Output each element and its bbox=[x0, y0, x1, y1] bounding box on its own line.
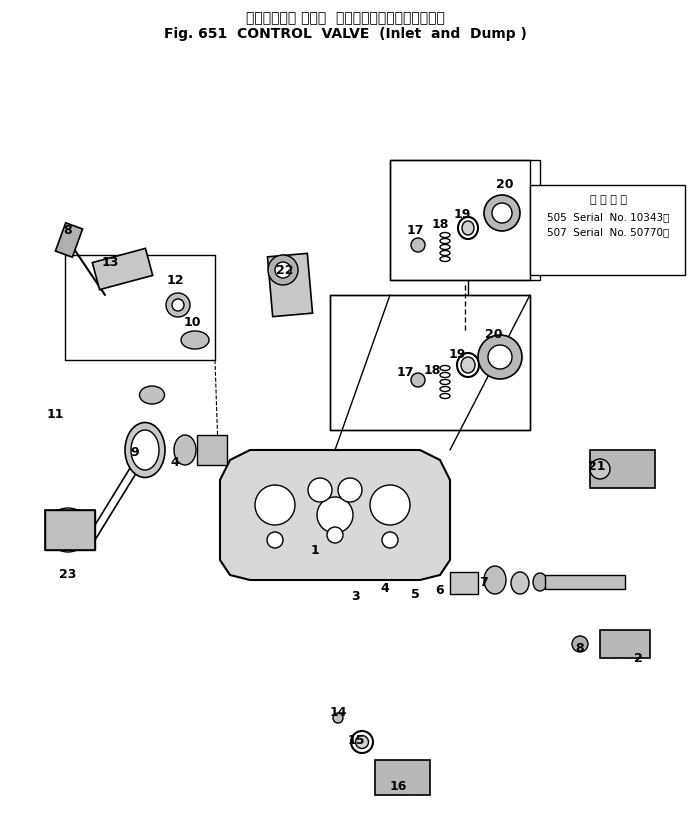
Circle shape bbox=[488, 345, 512, 369]
Text: 8: 8 bbox=[63, 224, 72, 236]
Text: 12: 12 bbox=[166, 274, 184, 286]
Ellipse shape bbox=[351, 731, 373, 753]
Circle shape bbox=[60, 522, 76, 538]
Circle shape bbox=[572, 636, 588, 652]
Circle shape bbox=[333, 713, 343, 723]
Bar bbox=[600, 630, 650, 658]
Text: Fig. 651  CONTROL  VALVE  (Inlet  and  Dump ): Fig. 651 CONTROL VALVE (Inlet and Dump ) bbox=[164, 27, 526, 41]
Ellipse shape bbox=[181, 331, 209, 349]
Bar bbox=[530, 185, 685, 275]
Text: 10: 10 bbox=[184, 316, 201, 330]
Circle shape bbox=[411, 238, 425, 252]
Ellipse shape bbox=[457, 353, 479, 377]
Text: 11: 11 bbox=[46, 408, 63, 422]
Polygon shape bbox=[390, 160, 540, 280]
Circle shape bbox=[590, 459, 610, 479]
Circle shape bbox=[492, 203, 512, 223]
Circle shape bbox=[338, 478, 362, 502]
Polygon shape bbox=[220, 450, 450, 580]
Text: 2: 2 bbox=[633, 651, 642, 665]
Circle shape bbox=[268, 255, 298, 285]
Circle shape bbox=[308, 478, 332, 502]
Bar bbox=[55, 223, 83, 257]
Ellipse shape bbox=[125, 423, 165, 478]
Text: 1: 1 bbox=[310, 544, 319, 556]
Text: 5: 5 bbox=[411, 589, 420, 601]
Ellipse shape bbox=[355, 736, 368, 748]
Circle shape bbox=[317, 497, 353, 533]
Text: 507  Serial  No. 50770～: 507 Serial No. 50770～ bbox=[547, 227, 669, 237]
Circle shape bbox=[166, 293, 190, 317]
Text: 4: 4 bbox=[381, 581, 389, 595]
Text: 13: 13 bbox=[101, 256, 119, 269]
Text: 19: 19 bbox=[453, 209, 471, 221]
Ellipse shape bbox=[131, 430, 159, 470]
Bar bbox=[45, 510, 95, 550]
Text: 3: 3 bbox=[351, 590, 359, 604]
Circle shape bbox=[275, 262, 291, 278]
Text: 7: 7 bbox=[479, 576, 487, 590]
Ellipse shape bbox=[484, 566, 506, 594]
Text: 18: 18 bbox=[423, 363, 441, 377]
Bar bbox=[590, 450, 655, 488]
Text: 16: 16 bbox=[389, 781, 406, 793]
Ellipse shape bbox=[139, 386, 164, 404]
Text: 8: 8 bbox=[575, 641, 584, 655]
Text: 6: 6 bbox=[435, 584, 444, 596]
Circle shape bbox=[370, 485, 410, 525]
Circle shape bbox=[267, 532, 283, 548]
Ellipse shape bbox=[462, 221, 474, 235]
Bar bbox=[375, 760, 430, 795]
Text: 21: 21 bbox=[589, 460, 606, 473]
Circle shape bbox=[172, 299, 184, 311]
Text: 15: 15 bbox=[347, 733, 365, 746]
Ellipse shape bbox=[533, 573, 547, 591]
Text: 適 用 号 機: 適 用 号 機 bbox=[589, 195, 627, 205]
Bar bbox=[450, 572, 478, 594]
Ellipse shape bbox=[174, 435, 196, 465]
Circle shape bbox=[255, 485, 295, 525]
Bar bbox=[268, 253, 313, 316]
Circle shape bbox=[484, 195, 520, 231]
Text: 22: 22 bbox=[276, 264, 294, 276]
Text: 17: 17 bbox=[406, 224, 424, 236]
Bar bbox=[197, 435, 227, 465]
Text: 4: 4 bbox=[170, 456, 179, 468]
Ellipse shape bbox=[461, 357, 475, 373]
Ellipse shape bbox=[511, 572, 529, 594]
Circle shape bbox=[53, 515, 83, 545]
Bar bbox=[545, 575, 625, 589]
Text: 23: 23 bbox=[59, 569, 77, 581]
Polygon shape bbox=[330, 295, 530, 430]
Text: 18: 18 bbox=[431, 219, 448, 231]
Circle shape bbox=[411, 373, 425, 387]
Bar bbox=[92, 248, 152, 290]
Text: コントロール バルブ  （インレットおよびダンプ）: コントロール バルブ （インレットおよびダンプ） bbox=[246, 11, 444, 25]
Text: 14: 14 bbox=[329, 706, 347, 718]
Circle shape bbox=[382, 532, 398, 548]
Ellipse shape bbox=[458, 217, 478, 239]
Text: 19: 19 bbox=[448, 348, 466, 362]
Circle shape bbox=[478, 335, 522, 379]
Text: 20: 20 bbox=[496, 179, 514, 191]
Text: 17: 17 bbox=[396, 367, 414, 379]
Text: 505  Serial  No. 10343～: 505 Serial No. 10343～ bbox=[546, 212, 669, 222]
Circle shape bbox=[327, 527, 343, 543]
Text: 9: 9 bbox=[130, 447, 139, 459]
Text: 20: 20 bbox=[485, 328, 503, 342]
Bar bbox=[45, 510, 95, 550]
